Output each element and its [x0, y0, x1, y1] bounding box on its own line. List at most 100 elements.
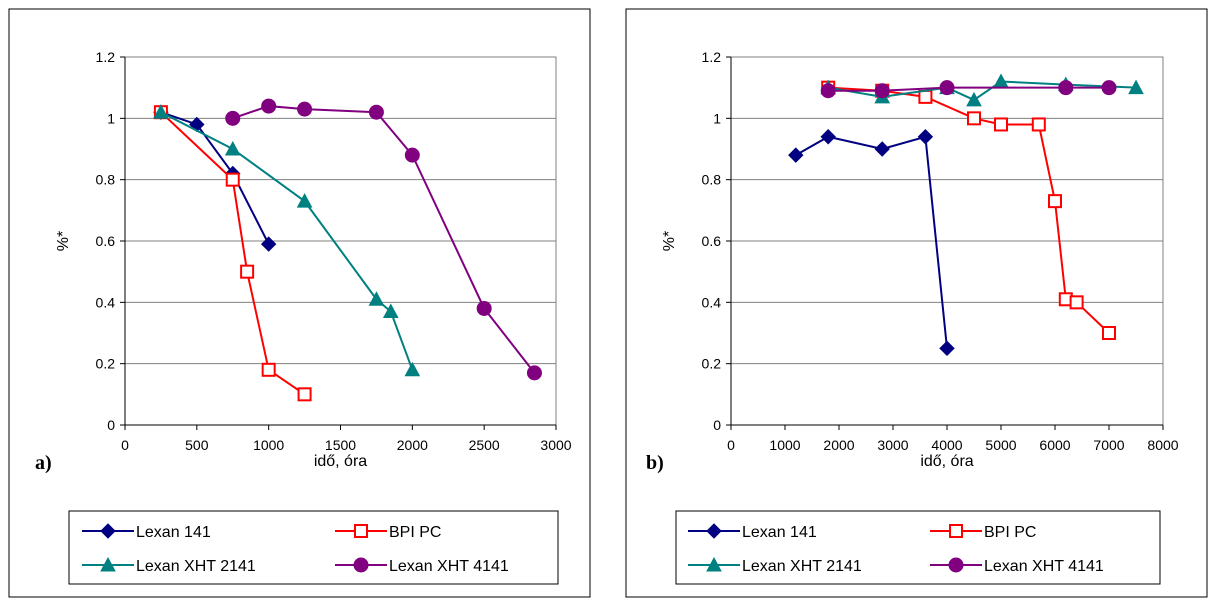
x-tick-label: 2000 [823, 437, 854, 453]
data-point [966, 91, 982, 107]
legend-marker [706, 523, 722, 539]
data-point [225, 110, 241, 126]
legend-label: Lexan 141 [742, 524, 817, 541]
legend-label: Lexan 141 [136, 524, 211, 541]
legend: Lexan 141 BPI PC Lexan XHT 2141 Lexan XHT 4… [68, 510, 559, 585]
data-point [874, 141, 890, 157]
legend-marker [100, 523, 116, 539]
x-tick-label: 1000 [253, 437, 284, 453]
data-point [820, 83, 836, 99]
x-tick-label: 4000 [931, 437, 962, 453]
legend-item: Lexan XHT 4141 [930, 557, 1104, 575]
y-tick-label: 0 [713, 417, 721, 433]
y-tick-label: 1 [713, 110, 721, 126]
series-line [160, 111, 270, 245]
data-point [1069, 295, 1084, 310]
legend-marker [354, 524, 368, 538]
x-axis-title: idő, óra [920, 453, 973, 470]
data-point [1048, 194, 1062, 209]
y-tick-label: 0.8 [96, 172, 116, 188]
data-point [939, 340, 955, 357]
series-line [160, 111, 414, 371]
data-point [1128, 79, 1144, 95]
y-tick-label: 0.6 [96, 233, 116, 249]
y-tick-label: 0.4 [96, 294, 116, 310]
legend-item: Lexan XHT 4141 [335, 557, 509, 575]
data-point [296, 193, 313, 208]
y-tick-label: 1 [107, 110, 115, 126]
y-tick-label: 0.8 [702, 172, 722, 188]
x-tick-label: 1000 [769, 437, 800, 453]
data-point [404, 147, 420, 163]
legend-item: Lexan 141 [82, 523, 211, 541]
x-tick-label: 2500 [469, 437, 500, 453]
y-tick-label: 0.4 [702, 294, 722, 310]
panel-label: a) [35, 452, 52, 474]
data-point [1058, 80, 1074, 96]
x-tick-label: 3000 [877, 437, 908, 453]
x-tick-label: 2000 [397, 437, 428, 453]
data-point [225, 172, 240, 187]
data-point [260, 236, 277, 252]
y-tick-label: 1.2 [702, 49, 722, 65]
data-point [224, 140, 241, 156]
chart-panel-b: 0 0.2 0.4 0.6 0.8 1 1.2 0 1000 2000 3000 4000 5000 60… [625, 8, 1208, 598]
legend-label: Lexan XHT 4141 [984, 558, 1104, 575]
x-tick-label: 500 [185, 437, 209, 453]
series-lexan-xht-2141 [153, 104, 421, 377]
legend-item: Lexan 141 [688, 523, 817, 541]
legend-label: Lexan XHT 4141 [389, 558, 509, 575]
data-point [261, 362, 276, 377]
legend-item: BPI PC [335, 524, 441, 541]
legend-marker [706, 556, 722, 572]
legend-marker [353, 557, 369, 573]
legend-label: BPI PC [389, 524, 441, 541]
data-point [240, 264, 255, 279]
x-tick-label: 5000 [985, 437, 1016, 453]
x-tick-label: 8000 [1147, 437, 1178, 453]
data-point [788, 147, 804, 163]
data-point [261, 98, 277, 114]
data-point [297, 101, 313, 117]
data-point [404, 361, 421, 377]
legend-label: Lexan XHT 2141 [136, 558, 256, 575]
data-point [939, 80, 955, 96]
legend-box [68, 510, 559, 585]
series-lexan-xht-4141 [225, 98, 542, 381]
y-tick-label: 0 [107, 417, 115, 433]
series-lexan-xht-4141 [820, 80, 1117, 99]
data-point [820, 129, 836, 145]
legend-item: Lexan XHT 2141 [82, 556, 256, 575]
y-tick-label: 0.2 [96, 356, 116, 372]
legend-item: BPI PC [930, 524, 1036, 541]
data-point [382, 303, 399, 319]
legend-marker [949, 524, 963, 538]
data-point [874, 83, 890, 99]
x-axis-title: idő, óra [314, 453, 367, 470]
data-point [967, 111, 981, 126]
y-axis-title: %* [661, 231, 678, 251]
data-point [297, 387, 312, 402]
data-point [1101, 80, 1117, 96]
y-axis-title: %* [55, 231, 72, 251]
data-point [917, 129, 934, 145]
data-point [918, 89, 933, 104]
legend-label: BPI PC [984, 524, 1036, 541]
data-point [368, 291, 385, 306]
data-point [368, 104, 384, 120]
x-tick-label: 0 [121, 437, 129, 453]
chart-panel-a: 0 0.2 0.4 0.6 0.8 1 1.2 0 500 1000 1500 2000 2500 300… [8, 8, 591, 598]
legend: Lexan 141 BPI PC Lexan XHT 2141 Lexan XHT 4… [675, 510, 1161, 585]
legend-marker [948, 557, 964, 573]
x-tick-label: 7000 [1093, 437, 1124, 453]
data-point [476, 300, 492, 316]
data-point [994, 117, 1008, 132]
series-lexan-141 [153, 104, 277, 252]
x-tick-label: 6000 [1039, 437, 1070, 453]
legend-marker [100, 556, 116, 572]
series-lexan-141 [788, 129, 955, 357]
legend-box [675, 510, 1161, 585]
panel-label: b) [646, 452, 664, 474]
data-point [1031, 117, 1046, 132]
